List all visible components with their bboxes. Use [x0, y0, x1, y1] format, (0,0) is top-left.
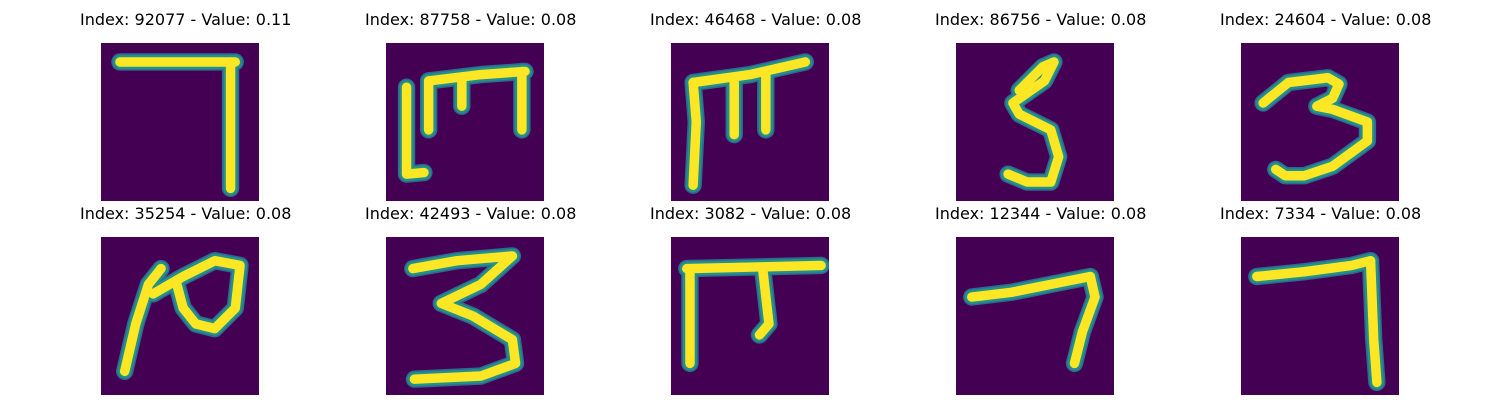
panel-title: Index: 35254 - Value: 0.08: [80, 204, 292, 223]
digit-image: [956, 43, 1114, 201]
sample-panel: Index: 3082 - Value: 0.08: [650, 204, 852, 395]
sample-panel: Index: 86756 - Value: 0.08: [935, 10, 1147, 201]
panel-title: Index: 3082 - Value: 0.08: [650, 204, 852, 223]
digit-stroke: [148, 255, 245, 334]
digit-stroke: [688, 57, 811, 88]
sample-panel: Index: 87758 - Value: 0.08: [365, 10, 577, 201]
digit-image: [101, 43, 259, 201]
panel-title: Index: 46468 - Value: 0.08: [650, 10, 862, 29]
digit-stroke: [1003, 57, 1064, 187]
digit-image: [1241, 237, 1399, 395]
digit-stroke: [401, 82, 429, 179]
digit-image: [671, 237, 829, 395]
sample-panel: Index: 92077 - Value: 0.11: [80, 10, 292, 201]
digit-stroke: [967, 271, 1100, 369]
digit-stroke: [119, 263, 166, 377]
digit-image: [386, 237, 544, 395]
sample-panel: Index: 46468 - Value: 0.08: [650, 10, 862, 201]
digit-image: [101, 237, 259, 395]
panel-title: Index: 92077 - Value: 0.11: [80, 10, 292, 29]
panel-title: Index: 24604 - Value: 0.08: [1220, 10, 1432, 29]
digit-image: [386, 43, 544, 201]
sample-panel: Index: 35254 - Value: 0.08: [80, 204, 292, 395]
digit-stroke: [1365, 255, 1382, 388]
digit-image: [956, 237, 1114, 395]
panel-title: Index: 86756 - Value: 0.08: [935, 10, 1147, 29]
digit-stroke: [682, 260, 826, 274]
digit-stroke: [1258, 73, 1373, 181]
digit-stroke: [754, 263, 774, 340]
digit-stroke: [408, 251, 521, 384]
digit-stroke: [423, 66, 530, 86]
digit-stroke: [688, 77, 702, 190]
sample-panel: Index: 24604 - Value: 0.08: [1220, 10, 1432, 201]
panel-title: Index: 87758 - Value: 0.08: [365, 10, 577, 29]
panel-title: Index: 7334 - Value: 0.08: [1220, 204, 1422, 223]
panel-title: Index: 12344 - Value: 0.08: [935, 204, 1147, 223]
digit-image: [671, 43, 829, 201]
digit-image: [1241, 43, 1399, 201]
sample-panel: Index: 42493 - Value: 0.08: [365, 204, 577, 395]
digit-stroke: [1252, 255, 1376, 282]
sample-panel: Index: 12344 - Value: 0.08: [935, 204, 1147, 395]
panel-title: Index: 42493 - Value: 0.08: [365, 204, 577, 223]
sample-panel: Index: 7334 - Value: 0.08: [1220, 204, 1422, 395]
